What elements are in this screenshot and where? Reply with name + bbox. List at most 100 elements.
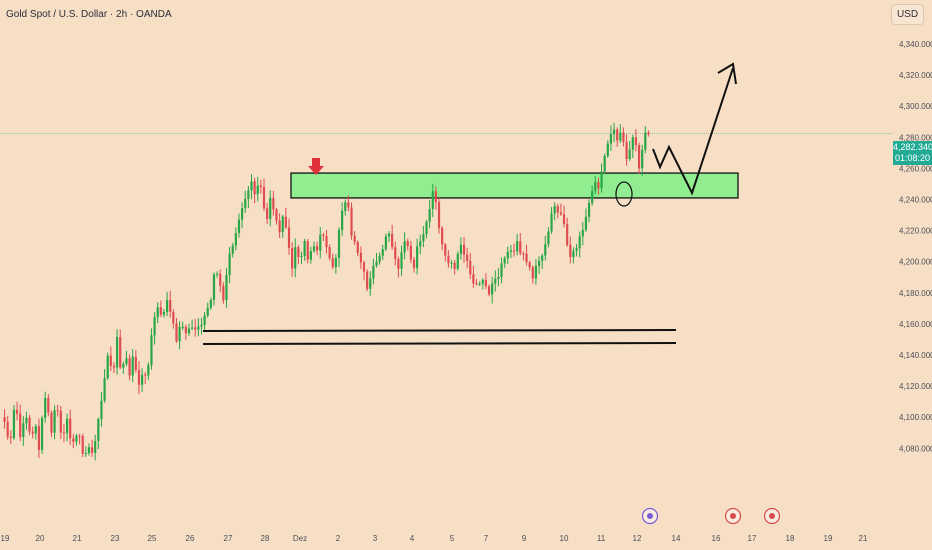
candle-body (544, 244, 547, 256)
candle-body (644, 132, 647, 150)
candle-body (109, 355, 112, 366)
candle-body (397, 259, 400, 269)
candle-body (150, 335, 153, 365)
projection-path (652, 67, 734, 196)
y-tick-label: 4,280.000 (899, 133, 932, 142)
candle-body (325, 235, 328, 248)
candle-body (281, 216, 284, 233)
y-tick-label: 4,080.000 (899, 444, 932, 453)
candle-body (506, 251, 509, 259)
candle-body (287, 227, 291, 249)
candle-body (537, 260, 541, 266)
y-tick-label: 4,260.000 (899, 164, 932, 173)
candle-body (250, 181, 253, 191)
x-tick-label: 26 (186, 534, 195, 543)
x-tick-label: 19 (1, 534, 10, 543)
candle-body (187, 328, 191, 334)
candle-body (322, 234, 325, 236)
candle-body (137, 369, 141, 385)
candle-body (303, 241, 306, 256)
candle-body (159, 307, 162, 315)
candle-body (619, 132, 622, 141)
candle-body (125, 358, 128, 364)
candle-body (425, 221, 428, 235)
candle-body (269, 197, 272, 219)
candle-body (87, 447, 91, 453)
candle-body (509, 250, 513, 252)
candle-body (550, 213, 553, 232)
candle-body (553, 206, 556, 214)
candle-body (591, 191, 594, 204)
candle-body (406, 241, 409, 246)
candle-body (337, 229, 341, 258)
y-tick-label: 4,220.000 (899, 227, 932, 236)
bar-countdown: 01:08:20 (894, 153, 931, 163)
candle-body (494, 278, 497, 284)
candle-body (456, 253, 459, 269)
candle-body (522, 253, 525, 255)
candle-body (528, 262, 531, 268)
candle-body (478, 283, 481, 285)
candles (3, 122, 650, 461)
candle-body (300, 255, 303, 257)
candle-body (216, 273, 219, 275)
candle-body (62, 432, 66, 434)
x-tick-label: 21 (73, 534, 82, 543)
red-down-arrow-icon (308, 158, 324, 175)
candle-body (40, 417, 44, 450)
candle-body (431, 191, 434, 210)
candle-body (547, 231, 550, 245)
candle-body (147, 364, 150, 376)
candle-body (481, 279, 484, 284)
candle-body (391, 233, 394, 248)
candle-body (487, 286, 491, 295)
candle-body (519, 241, 522, 254)
candle-body (94, 441, 97, 453)
economic-event-icon-dot (647, 513, 653, 519)
candle-body (441, 227, 444, 245)
candle-body (6, 421, 9, 437)
candle-body (312, 246, 316, 252)
x-tick-label: 12 (633, 534, 642, 543)
candle-body (362, 262, 366, 272)
candle-body (606, 143, 609, 156)
candle-body (597, 182, 600, 189)
candle-body (37, 426, 41, 450)
candle-body (409, 245, 412, 260)
candle-body (375, 261, 378, 266)
candle-body (472, 274, 475, 284)
candle-body (566, 224, 569, 245)
x-tick-label: 9 (522, 534, 527, 543)
candle-body (53, 410, 56, 433)
candle-body (119, 337, 122, 368)
candle-body (500, 263, 503, 277)
candle-body (616, 129, 619, 141)
candle-body (50, 412, 53, 433)
candle-body (459, 244, 462, 254)
candle-body (559, 212, 563, 215)
candle-body (122, 363, 125, 368)
candle-body (328, 247, 331, 259)
candle-body (128, 358, 131, 376)
candle-body (206, 307, 209, 316)
x-tick-label: 25 (148, 534, 157, 543)
last-price-tag: 4,282.340 01:08:20 (893, 141, 932, 165)
currency-button[interactable]: USD (891, 4, 924, 25)
candle-body (90, 447, 94, 453)
candle-body (419, 241, 422, 247)
x-tick-label: 20 (36, 534, 45, 543)
x-tick-label: 4 (410, 534, 415, 543)
x-tick-label: 23 (111, 534, 120, 543)
candle-body (84, 452, 87, 454)
candle-body (562, 214, 566, 225)
candle-body (244, 198, 247, 209)
support-lines (202, 329, 677, 345)
x-axis: 19 20 21 23 25 26 27 28 Dez 2 3 4 5 7 9 10 11 12 14 16 17 18 1… (1, 534, 868, 543)
candle-body (225, 275, 228, 301)
candle-body (341, 210, 344, 230)
candle-body (47, 398, 50, 413)
candle-body (412, 259, 416, 268)
x-tick-label: 27 (224, 534, 233, 543)
candle-body (197, 326, 200, 330)
